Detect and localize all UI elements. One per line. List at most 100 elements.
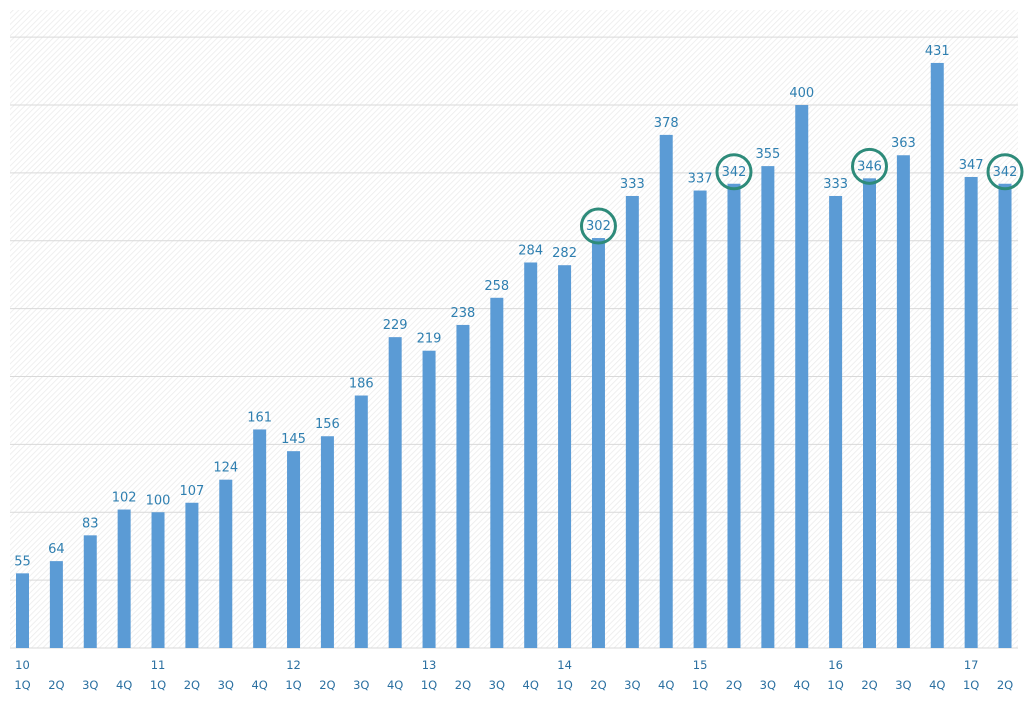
bar — [320, 436, 334, 648]
quarter-tick-label: 1Q — [150, 678, 166, 692]
bar — [354, 395, 368, 648]
value-label: 333 — [823, 177, 848, 192]
bar — [388, 337, 402, 648]
gridlines — [10, 36, 1018, 649]
quarter-tick-label: 2Q — [184, 678, 200, 692]
quarter-tick-label: 1Q — [14, 678, 30, 692]
value-label: 83 — [82, 516, 99, 531]
bar — [896, 155, 910, 648]
highlight-circle — [851, 147, 888, 185]
bar — [287, 451, 301, 648]
bar — [83, 535, 97, 648]
quarter-tick-label: 4Q — [387, 678, 403, 692]
bar — [558, 265, 572, 648]
value-label: 337 — [688, 172, 713, 187]
value-label: 186 — [349, 377, 374, 392]
quarter-tick-label: 1Q — [421, 678, 437, 692]
bar — [659, 134, 673, 648]
bar — [185, 502, 199, 648]
value-label: 347 — [959, 158, 984, 173]
quarter-tick-label: 3Q — [760, 678, 776, 692]
bar — [761, 166, 775, 648]
value-label: 284 — [518, 243, 543, 258]
value-label: 100 — [146, 493, 171, 508]
bar — [795, 105, 809, 648]
year-tick-label: 16 — [828, 658, 843, 672]
quarter-tick-label: 3Q — [895, 678, 911, 692]
bar — [456, 324, 470, 648]
bar — [49, 561, 63, 648]
bar — [625, 195, 639, 648]
quarter-tick-label: 4Q — [929, 678, 945, 692]
quarter-tick-label: 2Q — [48, 678, 64, 692]
highlight-circle — [579, 207, 617, 245]
quarter-tick-label: 4Q — [251, 678, 267, 692]
value-label: 124 — [213, 461, 238, 476]
quarter-tick-label: 4Q — [658, 678, 674, 692]
value-label: 302 — [586, 219, 611, 234]
value-label: 363 — [891, 136, 916, 151]
value-label: 102 — [112, 491, 137, 506]
quarter-tick-label: 3Q — [489, 678, 505, 692]
quarter-tick-label: 3Q — [218, 678, 234, 692]
quarter-tick-label: 3Q — [82, 678, 98, 692]
bar — [422, 350, 436, 648]
value-label: 342 — [722, 165, 747, 180]
bar — [863, 178, 876, 648]
bar — [16, 573, 29, 648]
quarter-tick-label: 3Q — [353, 678, 369, 692]
value-label: 342 — [993, 165, 1018, 180]
highlight-circle — [986, 153, 1024, 191]
highlight-circle — [715, 153, 753, 191]
year-tick-label: 17 — [964, 658, 979, 672]
value-label: 378 — [654, 116, 679, 131]
value-label: 431 — [925, 44, 950, 59]
quarter-tick-label: 4Q — [523, 678, 539, 692]
value-label: 107 — [179, 484, 204, 499]
bars — [16, 62, 1012, 649]
quarter-tick-label: 2Q — [726, 678, 742, 692]
value-label: 64 — [48, 542, 65, 557]
value-label: 145 — [281, 432, 306, 447]
quarter-tick-label: 2Q — [861, 678, 877, 692]
x-axis: 1Q 10 2Q 3Q 4Q 1Q 11 2Q 3Q 4Q 1Q 12 2Q 3Q 4Q 1Q 13 2Q 3Q 4Q… — [14, 658, 1013, 692]
bar — [490, 297, 504, 648]
quarter-tick-label: 2Q — [997, 678, 1013, 692]
value-label: 355 — [755, 147, 780, 162]
bar — [998, 183, 1012, 649]
quarter-tick-label: 2Q — [319, 678, 335, 692]
bar — [693, 190, 707, 649]
value-label: 219 — [417, 332, 442, 347]
bar — [117, 509, 131, 648]
bar — [930, 62, 944, 648]
plot-background — [10, 10, 1018, 648]
quarter-tick-label: 1Q — [556, 678, 572, 692]
value-label: 55 — [14, 554, 31, 569]
value-label: 282 — [552, 246, 577, 261]
quarter-tick-label: 4Q — [794, 678, 810, 692]
value-labels: 55 64 83 102 100 107 124 161 145 156 186 229 219 238 2… — [14, 44, 1017, 569]
highlight-circles — [579, 147, 1024, 245]
bar — [253, 429, 267, 648]
bar — [964, 176, 978, 649]
year-tick-label: 15 — [693, 658, 708, 672]
bar — [829, 195, 843, 648]
quarter-tick-label: 4Q — [116, 678, 132, 692]
bar — [591, 238, 605, 648]
quarter-tick-label: 3Q — [624, 678, 640, 692]
quarter-tick-label: 1Q — [963, 678, 979, 692]
bar — [727, 183, 741, 649]
value-label: 333 — [620, 177, 645, 192]
year-tick-label: 13 — [422, 658, 437, 672]
quarter-tick-label: 1Q — [827, 678, 843, 692]
value-label: 229 — [383, 318, 408, 333]
value-label: 400 — [789, 86, 814, 101]
value-label: 258 — [484, 279, 509, 294]
year-tick-label: 10 — [15, 658, 30, 672]
year-tick-label: 12 — [286, 658, 301, 672]
value-label: 156 — [315, 417, 340, 432]
value-label: 238 — [451, 306, 476, 321]
quarter-tick-label: 1Q — [692, 678, 708, 692]
bar — [151, 512, 165, 648]
